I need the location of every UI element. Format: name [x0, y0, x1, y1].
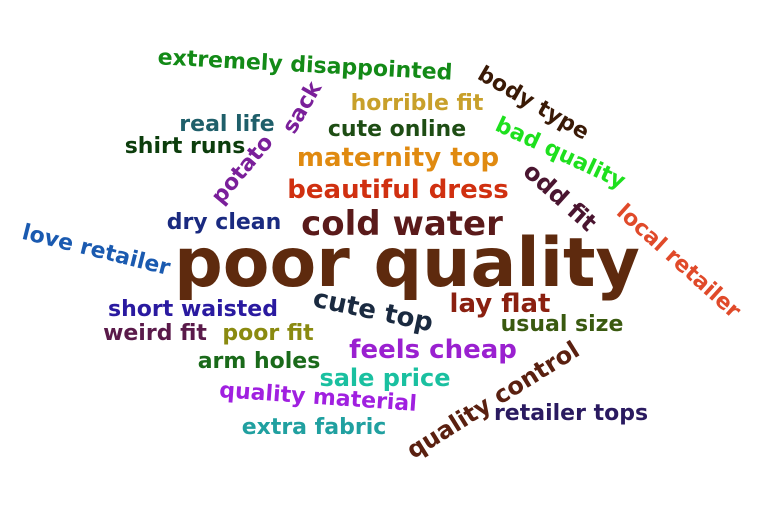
word-dry-clean: dry clean: [166, 210, 282, 235]
word-poor-fit: poor fit: [222, 321, 314, 346]
word-sale-price: sale price: [319, 364, 451, 392]
word-retailer-tops: retailer tops: [493, 401, 649, 426]
word-arm-holes: arm holes: [197, 349, 321, 374]
word-cute-online: cute online: [327, 117, 467, 142]
word-weird-fit: weird fit: [103, 321, 207, 346]
word-maternity-top: maternity top: [296, 143, 500, 173]
word-cold-water: cold water: [301, 204, 503, 244]
word-usual-size: usual size: [500, 312, 624, 337]
word-extra-fabric: extra fabric: [241, 415, 387, 440]
word-beautiful-dress: beautiful dress: [287, 175, 509, 205]
word-horrible-fit: horrible fit: [350, 91, 484, 116]
word-feels-cheap: feels cheap: [349, 335, 517, 365]
word-sack: sack: [277, 77, 328, 139]
word-short-waisted: short waisted: [108, 297, 278, 322]
word-shirt-runs: shirt runs: [124, 134, 246, 159]
word-love-retailer: love retailer: [19, 220, 173, 281]
word-real-life: real life: [179, 112, 275, 137]
word-poor-quality: poor quality: [174, 224, 640, 303]
word-lay-flat: lay flat: [449, 289, 551, 319]
